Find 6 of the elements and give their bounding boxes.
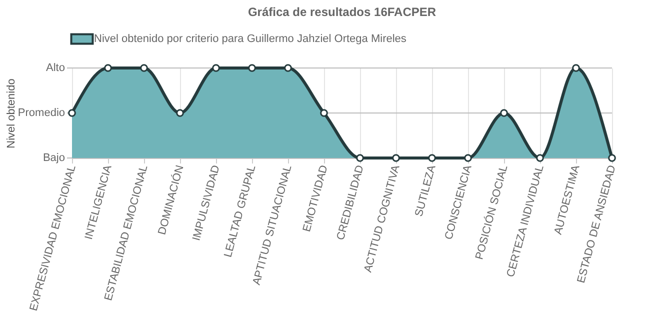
legend-label: Nivel obtenido por criterio para Guillermo Jahziel Ortega Mireles xyxy=(94,33,407,45)
ref-line-label: Alto xyxy=(46,62,65,74)
y-axis-title: Nivel obtenido xyxy=(6,78,18,148)
ref-line-label: Bajo xyxy=(42,152,65,164)
ref-line-label: Promedio xyxy=(18,107,65,119)
chart-title: Gráfica de resultados 16FACPER xyxy=(248,5,436,19)
